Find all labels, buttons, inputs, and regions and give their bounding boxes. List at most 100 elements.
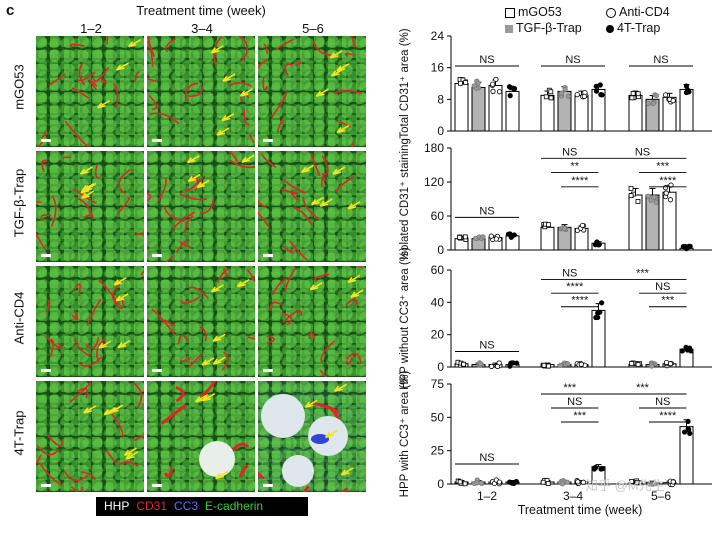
yellow-arrow-icon bbox=[311, 196, 325, 206]
vessel-stain bbox=[50, 195, 57, 227]
data-point bbox=[546, 363, 551, 369]
data-point bbox=[592, 465, 598, 471]
data-point bbox=[684, 246, 690, 252]
bar bbox=[628, 94, 643, 132]
yellow-arrow-icon bbox=[83, 405, 97, 414]
stain-cd31: CD31 bbox=[136, 499, 168, 513]
vessel-stain bbox=[282, 245, 294, 254]
data-point bbox=[541, 362, 547, 368]
y-tick-label: 75 bbox=[431, 377, 445, 391]
vessel-stain bbox=[177, 334, 190, 345]
significance-label: NS bbox=[562, 268, 577, 280]
y-tick-label: 0 bbox=[437, 243, 444, 257]
vessel-stain bbox=[269, 301, 283, 311]
yellow-arrow-icon bbox=[80, 190, 95, 199]
vessel-stain bbox=[350, 36, 356, 48]
significance-label: *** bbox=[661, 295, 675, 307]
vessel-stain bbox=[263, 43, 268, 55]
vessel-stain bbox=[229, 159, 255, 169]
vessel-stain bbox=[312, 41, 332, 56]
vessel-stain bbox=[81, 471, 97, 481]
micrograph-tile bbox=[258, 381, 366, 492]
scale-bar bbox=[263, 369, 273, 372]
scale-bar bbox=[263, 254, 273, 257]
data-point bbox=[505, 231, 512, 237]
yellow-arrow-icon bbox=[347, 201, 361, 210]
vessel-stain bbox=[199, 325, 207, 342]
vessel-stain bbox=[83, 213, 93, 219]
data-point bbox=[574, 92, 580, 98]
data-point bbox=[645, 193, 651, 199]
significance-label: **** bbox=[571, 175, 589, 187]
y-tick-label: 50 bbox=[431, 410, 445, 424]
y-tick-label: 120 bbox=[424, 175, 444, 189]
data-point bbox=[457, 80, 463, 86]
yellow-arrow-icon bbox=[97, 100, 111, 109]
yellow-arrow-icon bbox=[81, 182, 95, 192]
vessel-stain bbox=[70, 485, 84, 492]
scale-bar bbox=[41, 484, 51, 487]
vessel-stain bbox=[282, 310, 303, 324]
vessel-stain bbox=[284, 63, 294, 76]
vessel-stain bbox=[46, 300, 50, 318]
vessel-stain bbox=[165, 38, 176, 53]
yellow-arrow-icon bbox=[301, 164, 315, 174]
vessel-stain bbox=[135, 232, 144, 236]
column-label-2: 3–4 bbox=[191, 21, 213, 36]
vessel-stain bbox=[132, 382, 143, 409]
vessel-stain bbox=[258, 471, 265, 480]
vessel-stain bbox=[36, 200, 42, 204]
data-point bbox=[670, 98, 676, 104]
micrograph-tile bbox=[258, 36, 366, 147]
vessel-stain bbox=[69, 381, 92, 403]
yellow-arrow-icon bbox=[241, 154, 255, 164]
data-point bbox=[580, 479, 586, 485]
significance-label: NS bbox=[635, 146, 650, 158]
yellow-arrow-icon bbox=[201, 357, 215, 366]
yellow-arrow-icon bbox=[324, 429, 338, 439]
vessel-stain bbox=[76, 72, 96, 82]
data-point bbox=[488, 363, 495, 369]
y-axis-label: Total CD31⁺ area (%) bbox=[399, 28, 411, 138]
yellow-arrow-icon bbox=[115, 62, 129, 71]
y-tick-label: 24 bbox=[431, 29, 445, 43]
vessel-stain bbox=[36, 445, 60, 456]
data-point bbox=[630, 91, 636, 96]
data-point bbox=[663, 359, 670, 366]
data-point bbox=[652, 480, 658, 487]
vessel-stain bbox=[147, 193, 152, 202]
vessel-stain bbox=[61, 156, 72, 159]
vessel-stain bbox=[289, 240, 308, 261]
yellow-arrow-icon bbox=[117, 339, 131, 349]
vessel-stain bbox=[92, 66, 110, 82]
x-tick-label: 3–4 bbox=[563, 489, 583, 503]
data-point bbox=[475, 80, 481, 86]
vessel-stain bbox=[200, 381, 216, 398]
yellow-arrow-icon bbox=[236, 278, 250, 288]
vessel-stain bbox=[46, 434, 63, 447]
vessel-stain bbox=[249, 133, 255, 144]
yellow-arrow-icon bbox=[212, 356, 226, 365]
vessel-stain bbox=[73, 283, 81, 297]
vessel-stain bbox=[73, 338, 90, 357]
significance-label: NS bbox=[655, 281, 670, 293]
yellow-arrow-icon bbox=[110, 404, 124, 414]
vessel-stain bbox=[179, 193, 208, 201]
scale-bar bbox=[263, 484, 273, 487]
yellow-arrow-icon bbox=[329, 50, 343, 59]
vessel-stain bbox=[179, 356, 192, 362]
vessel-stain bbox=[185, 176, 204, 192]
legend-label-tgf-trap: TGF-β-Trap bbox=[516, 21, 582, 35]
yellow-arrow-icon bbox=[187, 173, 201, 183]
vessel-stain bbox=[319, 369, 328, 377]
vessel-stain bbox=[163, 206, 185, 222]
vessel-stain bbox=[184, 215, 194, 234]
data-point bbox=[667, 197, 674, 203]
significance-label: NS bbox=[479, 452, 494, 464]
data-point bbox=[493, 76, 499, 82]
vessel-stain bbox=[228, 82, 252, 87]
data-point bbox=[564, 479, 570, 485]
vessel-stain bbox=[36, 232, 46, 251]
significance-label: **** bbox=[571, 295, 589, 307]
data-point bbox=[493, 236, 499, 242]
